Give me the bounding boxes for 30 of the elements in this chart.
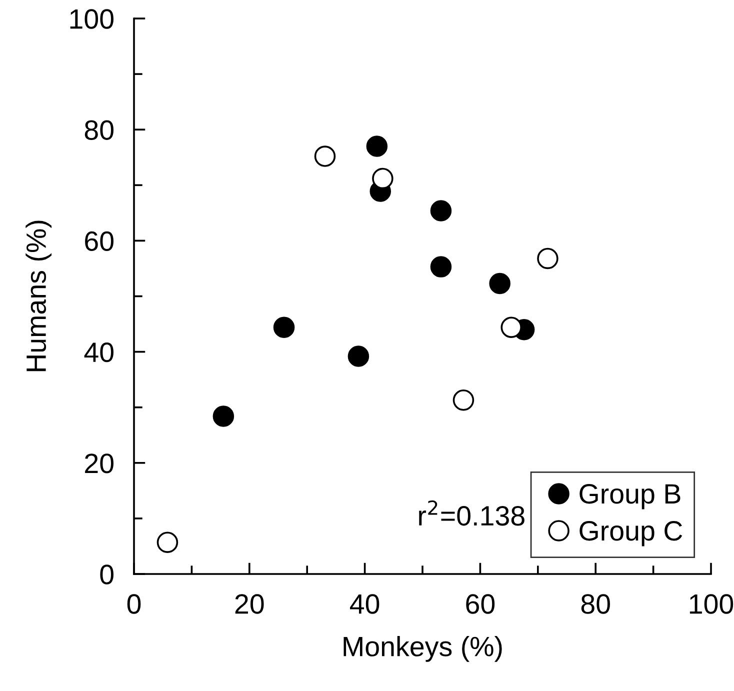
x-tick-label: 80 [581, 594, 610, 614]
point [273, 316, 295, 338]
legend-label: Group B [580, 484, 680, 510]
y-tick-label: 0 [100, 564, 114, 584]
x-tick-label: 20 [235, 594, 264, 614]
y-tick-label: 20 [85, 454, 114, 474]
point [500, 316, 522, 338]
x-tick-label: 0 [127, 594, 141, 614]
point [452, 390, 474, 411]
point [212, 406, 234, 427]
y-tick-label: 40 [84, 342, 114, 362]
point [314, 146, 336, 167]
y-tick-label: 100 [70, 9, 114, 29]
legend-label: Group C [580, 521, 682, 546]
point [366, 136, 388, 157]
point [348, 346, 370, 367]
x-tick-label: 40 [350, 594, 380, 614]
y-tick-label: 80 [84, 120, 114, 140]
annotation: r$^{2}$=0.138 [419, 500, 524, 526]
point [537, 248, 558, 270]
point [430, 256, 452, 278]
point [156, 532, 178, 553]
y-axis-title: Humans (%) [26, 220, 52, 372]
point [372, 168, 394, 190]
point [489, 272, 510, 294]
x-tick-label: 100 [690, 594, 734, 614]
y-tick-label: 60 [85, 231, 114, 252]
point [430, 200, 452, 222]
x-tick-label: 60 [466, 594, 495, 614]
x-axis-title: Monkeys (%) [344, 636, 502, 662]
